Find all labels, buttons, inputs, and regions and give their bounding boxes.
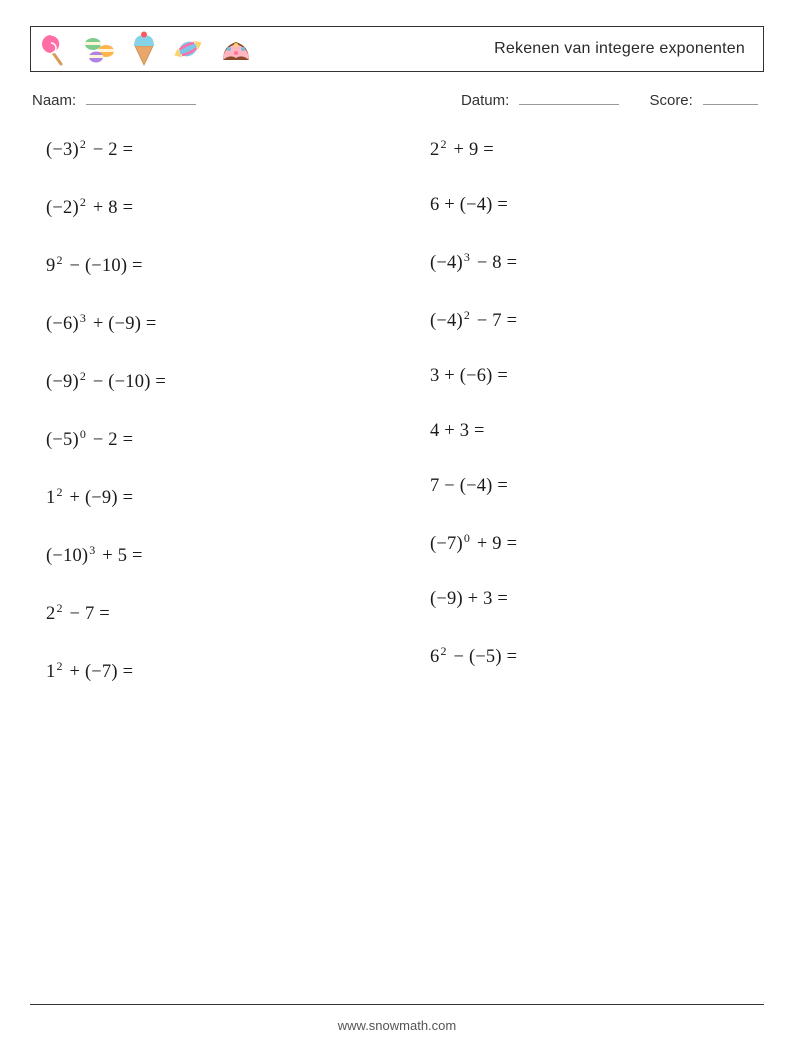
worksheet-title: Rekenen van integere exponenten [494,40,745,58]
header-box: Rekenen van integere exponenten [30,26,764,72]
problem: (−4)3 − 8 = [430,250,764,274]
footer-rule [30,1004,764,1005]
problem-base: 1 [46,488,55,508]
score-field: Score: [649,90,758,109]
problem: (−7)0 + 9 = [430,531,764,555]
date-field: Datum: [461,90,620,109]
problem: (−3)2 − 2 = [46,137,430,161]
problem: 12 + (−9) = [46,485,430,509]
problem-exponent: 2 [464,308,470,322]
problem-base: 9 [46,256,55,276]
problem: 4 + 3 = [430,421,764,442]
problem-base: (−4) [430,253,463,273]
problem: 92 − (−10) = [46,253,430,277]
problem-rest: − 7 = [65,604,110,624]
problem: (−5)0 − 2 = [46,427,430,451]
icecream-icon [131,31,157,67]
problem: (−9) + 3 = [430,589,764,610]
problem-exponent: 2 [440,137,446,151]
problem-base: (−2) [46,198,79,218]
date-blank[interactable] [519,90,619,105]
problem-rest: − 8 = [472,253,517,273]
decorative-icons [41,31,253,67]
problem: 22 + 9 = [430,137,764,161]
macarons-icon [83,34,117,64]
problem-base: (−3) [46,140,79,160]
problem: 3 + (−6) = [430,366,764,387]
lollipop-icon [41,32,69,66]
name-field: Naam: [32,90,196,109]
problem-rest: + (−9) = [88,314,157,334]
problem-base: 6 [430,647,439,667]
problem: 7 − (−4) = [430,476,764,497]
problem-rest: + 9 = [472,534,517,554]
name-label: Naam: [32,92,76,109]
problem-rest: − 7 = [472,311,517,331]
problem-rest: + 9 = [449,140,494,160]
problem-exponent: 3 [80,311,86,325]
problem-exponent: 3 [89,543,95,557]
problem-rest: − (−5) = [449,647,518,667]
problem-rest: + (−9) = [65,488,134,508]
problem-exponent: 2 [56,253,62,267]
problem-rest: + 8 = [88,198,133,218]
problem-rest: + 5 = [97,546,142,566]
problem-base: 2 [46,604,55,624]
problem-exponent: 2 [56,601,62,615]
date-label: Datum: [461,92,509,109]
problem: 12 + (−7) = [46,659,430,683]
problems-column-right: 22 + 9 =6 + (−4) =(−4)3 − 8 =(−4)2 − 7 =… [430,137,764,683]
problem-exponent: 2 [80,369,86,383]
problem-base: (−4) [430,311,463,331]
problem-exponent: 2 [440,644,446,658]
problem-base: (−9) [46,372,79,392]
meta-row: Naam: Datum: Score: [30,90,764,109]
problem-exponent: 2 [56,485,62,499]
score-label: Score: [649,92,692,109]
problems-grid: (−3)2 − 2 =(−2)2 + 8 =92 − (−10) =(−6)3 … [30,137,764,683]
footer-text: www.snowmath.com [0,1018,794,1033]
problem: (−4)2 − 7 = [430,308,764,332]
problem-rest: − (−10) = [65,256,143,276]
score-blank[interactable] [703,90,758,105]
problem-exponent: 2 [56,659,62,673]
problem-base: 1 [46,662,55,682]
problem: (−9)2 − (−10) = [46,369,430,393]
problem-exponent: 2 [80,195,86,209]
problem-base: (−6) [46,314,79,334]
worksheet-page: Rekenen van integere exponenten Naam: Da… [0,0,794,1053]
problem-exponent: 2 [80,137,86,151]
problem-rest: − 2 = [88,140,133,160]
name-blank[interactable] [86,90,196,105]
problem: (−6)3 + (−9) = [46,311,430,335]
cake-icon [219,34,253,64]
problem-base: (−10) [46,546,88,566]
problem-exponent: 0 [80,427,86,441]
problem: 22 − 7 = [46,601,430,625]
problem-rest: + (−7) = [65,662,134,682]
candy-icon [171,34,205,64]
problem-exponent: 0 [464,531,470,545]
problem: (−10)3 + 5 = [46,543,430,567]
problem-base: (−7) [430,534,463,554]
problem-base: (−5) [46,430,79,450]
problem-exponent: 3 [464,250,470,264]
problem: (−2)2 + 8 = [46,195,430,219]
problem-rest: − 2 = [88,430,133,450]
problems-column-left: (−3)2 − 2 =(−2)2 + 8 =92 − (−10) =(−6)3 … [46,137,430,683]
problem-rest: − (−10) = [88,372,166,392]
problem: 6 + (−4) = [430,195,764,216]
problem-base: 2 [430,140,439,160]
problem: 62 − (−5) = [430,644,764,668]
